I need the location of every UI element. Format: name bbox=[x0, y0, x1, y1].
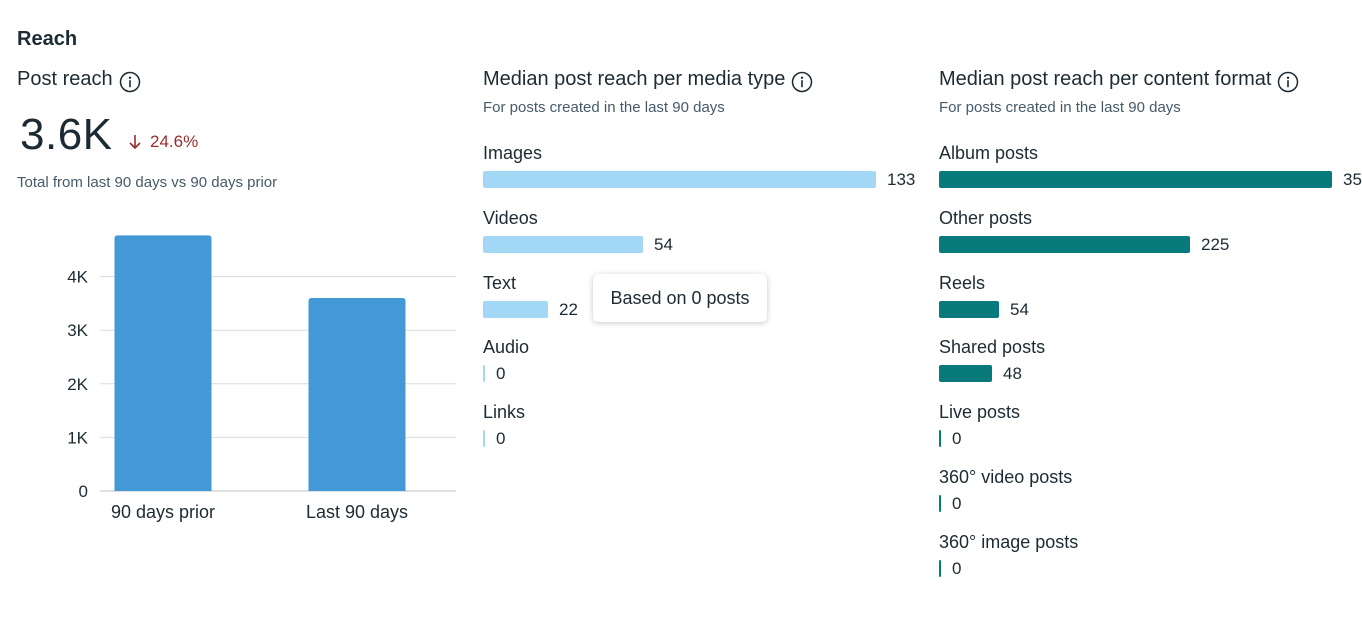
bar-label: Live posts bbox=[939, 402, 1021, 423]
bar[interactable] bbox=[939, 365, 992, 383]
bar-label: Images bbox=[483, 143, 543, 163]
bar-label: Audio bbox=[483, 337, 530, 358]
bar[interactable] bbox=[939, 300, 999, 318]
bar-value: 0 bbox=[952, 558, 962, 578]
info-icon[interactable] bbox=[119, 71, 140, 92]
bar-value: 48 bbox=[1003, 364, 1022, 384]
y-tick-label: 4K bbox=[67, 268, 88, 287]
post-reach-title: Post reach bbox=[17, 68, 140, 92]
bar-label: Other posts bbox=[939, 207, 1033, 228]
bar-label: Album posts bbox=[939, 143, 1039, 163]
bar[interactable] bbox=[939, 495, 941, 512]
bar[interactable] bbox=[939, 430, 941, 448]
bar-value: 0 bbox=[496, 364, 506, 384]
bar[interactable] bbox=[483, 300, 548, 318]
bar-0[interactable] bbox=[114, 235, 212, 491]
bar-value: 54 bbox=[1010, 299, 1029, 319]
y-tick-label: 1K bbox=[67, 428, 88, 447]
bar-value: 22 bbox=[559, 299, 578, 319]
y-tick-label: 2K bbox=[67, 375, 88, 394]
bar[interactable] bbox=[483, 365, 485, 383]
bar[interactable] bbox=[483, 171, 876, 188]
bar-value: 0 bbox=[496, 429, 506, 449]
bar-label: 360° image posts bbox=[939, 531, 1079, 552]
tooltip: Based on 0 posts bbox=[593, 274, 767, 322]
bar-1[interactable] bbox=[308, 298, 406, 491]
bar-label: Shared posts bbox=[939, 337, 1046, 358]
bar[interactable] bbox=[483, 235, 643, 253]
section-title: Reach bbox=[17, 28, 78, 50]
bar-value: 0 bbox=[952, 494, 962, 513]
bar[interactable] bbox=[939, 559, 941, 577]
info-icon[interactable] bbox=[1277, 71, 1299, 92]
bar-label: 360° video posts bbox=[939, 467, 1073, 487]
media-type-title: Median post reach per media type bbox=[483, 68, 813, 92]
info-icon[interactable] bbox=[791, 71, 813, 92]
content-format-subtitle: For posts created in the last 90 days bbox=[939, 99, 1181, 116]
post-reach-delta: 24.6% bbox=[128, 132, 198, 152]
bar[interactable] bbox=[483, 430, 485, 448]
bar-value: 54 bbox=[654, 234, 673, 254]
post-reach-title-text: Post reach bbox=[17, 68, 113, 90]
bar-value: 35 bbox=[1343, 170, 1362, 189]
arrow-down-icon bbox=[129, 135, 141, 150]
bar[interactable] bbox=[939, 171, 1332, 188]
bar-label: Reels bbox=[939, 272, 986, 293]
post-reach-delta-value: 24.6% bbox=[150, 132, 199, 151]
x-tick-label: 90 days prior bbox=[111, 502, 215, 522]
bar-value: 225 bbox=[1201, 234, 1230, 254]
bar-value: 133 bbox=[887, 170, 916, 189]
bar-label: Text bbox=[483, 272, 517, 293]
post-reach-note: Total from last 90 days vs 90 days prior bbox=[17, 174, 278, 191]
content-format-title: Median post reach per content format bbox=[939, 68, 1299, 92]
bar-value: 0 bbox=[952, 429, 962, 449]
x-tick-label: Last 90 days bbox=[306, 502, 408, 522]
media-type-title-text: Median post reach per media type bbox=[483, 68, 786, 90]
y-tick-label: 3K bbox=[67, 321, 88, 340]
post-reach-bar-chart: 0 1K 2K 3K 4K 90 days prior Last 90 days bbox=[67, 235, 456, 522]
post-reach-value: 3.6K bbox=[20, 110, 113, 159]
bar-label: Links bbox=[483, 402, 526, 423]
media-type-subtitle: For posts created in the last 90 days bbox=[483, 99, 725, 116]
content-format-title-text: Median post reach per content format bbox=[939, 68, 1272, 90]
y-tick-label: 0 bbox=[79, 482, 88, 501]
bar[interactable] bbox=[939, 235, 1190, 253]
bar-label: Videos bbox=[483, 207, 538, 228]
